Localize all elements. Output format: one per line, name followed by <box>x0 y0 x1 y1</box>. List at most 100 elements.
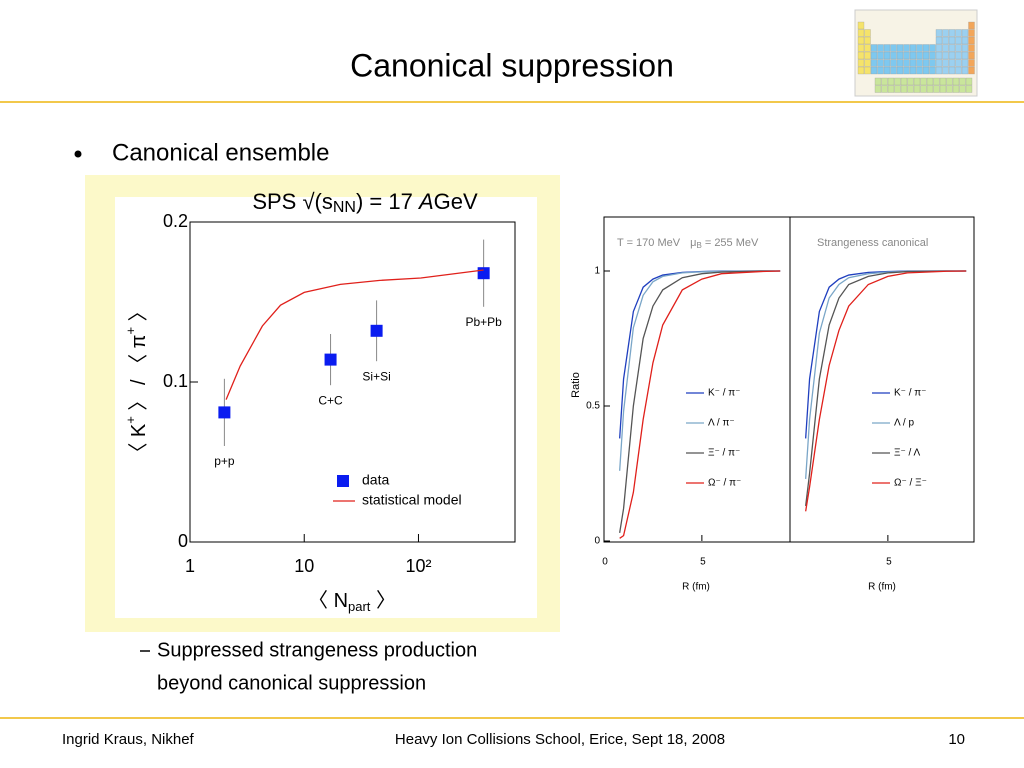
chart-2: T = 170 MeV μB = 255 MeV Strangeness cano… <box>570 237 967 593</box>
y-tick-label: 1 <box>594 266 600 277</box>
image-cell <box>942 59 949 67</box>
image-cell <box>887 85 895 93</box>
legend-swatch <box>337 475 349 487</box>
image-cell <box>909 59 917 67</box>
image-cell <box>942 29 949 37</box>
label-part: 〈 K <box>128 423 150 463</box>
image-cell <box>864 66 871 75</box>
image-cell <box>935 29 943 37</box>
image-cell <box>883 66 891 75</box>
image-cell <box>935 59 943 67</box>
image-cell <box>935 44 943 52</box>
image-cell <box>916 51 923 60</box>
legend-label: statistical model <box>362 492 462 508</box>
image-cell <box>870 44 878 52</box>
image-cell <box>961 44 969 52</box>
image-cell <box>857 51 865 60</box>
periodic-table-image <box>854 9 978 97</box>
image-cell <box>903 66 910 75</box>
curve <box>619 270 781 534</box>
footer-center: Heavy Ion Collisions School, Erice, Sept… <box>395 731 725 748</box>
y-tick-label: 0.5 <box>586 401 600 412</box>
image-cell <box>894 85 901 93</box>
image-cell <box>922 59 930 67</box>
annotation-part: = 255 MeV <box>702 237 759 249</box>
x-axis-label: R (fm) <box>682 582 710 593</box>
image-cell <box>955 36 962 45</box>
image-cell <box>920 85 927 93</box>
x-tick-label: 1 <box>185 556 195 576</box>
x-tick-label: 5 <box>700 557 706 568</box>
image-cell <box>864 44 871 52</box>
sub-bullet-line: beyond canonical suppression <box>157 672 426 694</box>
footer-left: Ingrid Kraus, Nikhef <box>62 731 195 748</box>
label-sup: + <box>123 416 138 424</box>
image-cell <box>864 29 871 37</box>
image-cell <box>922 66 930 75</box>
image-cell <box>907 77 914 86</box>
image-cell <box>968 51 975 60</box>
legend-label: Ω⁻ / π⁻ <box>708 478 741 489</box>
title-part: A <box>417 189 434 214</box>
chart-title: SPS √(sNN) = 17 AGeV <box>252 189 478 216</box>
image-cell <box>948 59 956 67</box>
y-tick-label: 0 <box>178 531 188 551</box>
annotation-part: T = 170 MeV <box>617 237 681 249</box>
image-cell <box>942 51 949 60</box>
point-label: Si+Si <box>362 369 390 383</box>
image-cell <box>961 36 969 45</box>
image-cell <box>929 66 936 75</box>
image-cell <box>883 59 891 67</box>
image-cell <box>864 51 871 60</box>
chart-1: SPS √(sNN) = 17 AGeV 〈 K+ 〉 / 〈 π+ 〉 〈 N… <box>123 189 516 614</box>
image-cell <box>929 44 936 52</box>
slide-title: Canonical suppression <box>350 47 674 83</box>
image-cell <box>887 77 895 86</box>
image-cell <box>933 85 940 93</box>
image-cell <box>948 36 956 45</box>
image-cell <box>948 66 956 75</box>
image-cell <box>955 44 962 52</box>
annotation: T = 170 MeV μB = 255 MeV <box>617 237 759 250</box>
sub-bullet-line: Suppressed strangeness production <box>157 639 477 661</box>
image-cell <box>955 29 962 37</box>
image-cell <box>968 36 975 45</box>
image-cell <box>961 59 969 67</box>
image-cell <box>877 44 884 52</box>
image-cell <box>900 77 908 86</box>
image-cell <box>874 85 882 93</box>
image-cell <box>907 85 914 93</box>
image-cell <box>857 44 865 52</box>
page-number: 10 <box>948 731 965 748</box>
title-part: GeV <box>434 189 478 214</box>
y-axis-label: Ratio <box>570 372 582 398</box>
image-cell <box>942 44 949 52</box>
label-part: 〉 / 〈 π <box>128 335 150 417</box>
label-part: 〈 N <box>308 590 348 612</box>
data-point <box>218 406 231 419</box>
image-cell <box>939 77 947 86</box>
image-cell <box>890 44 897 52</box>
image-cell <box>968 66 975 75</box>
title-sub: NN <box>333 199 356 216</box>
legend-label: Ω⁻ / Ξ⁻ <box>894 478 927 489</box>
legend-label: Λ / p <box>894 418 914 429</box>
point-label: C+C <box>318 393 343 407</box>
label-sub: part <box>348 599 371 614</box>
label-sup: + <box>123 327 138 335</box>
image-cell <box>894 77 901 86</box>
label-part: 〉 <box>128 301 150 327</box>
image-cell <box>965 77 973 86</box>
image-cell <box>965 85 973 93</box>
data-point <box>324 353 337 366</box>
image-cell <box>942 66 949 75</box>
image-cell <box>903 44 910 52</box>
image-cell <box>896 59 904 67</box>
point-label: Pb+Pb <box>465 315 502 329</box>
image-cell <box>929 51 936 60</box>
image-cell <box>948 51 956 60</box>
x-tick-label: 10² <box>405 556 431 576</box>
image-cell <box>959 85 966 93</box>
image-cell <box>961 66 969 75</box>
legend-label: K⁻ / π⁻ <box>894 388 926 399</box>
